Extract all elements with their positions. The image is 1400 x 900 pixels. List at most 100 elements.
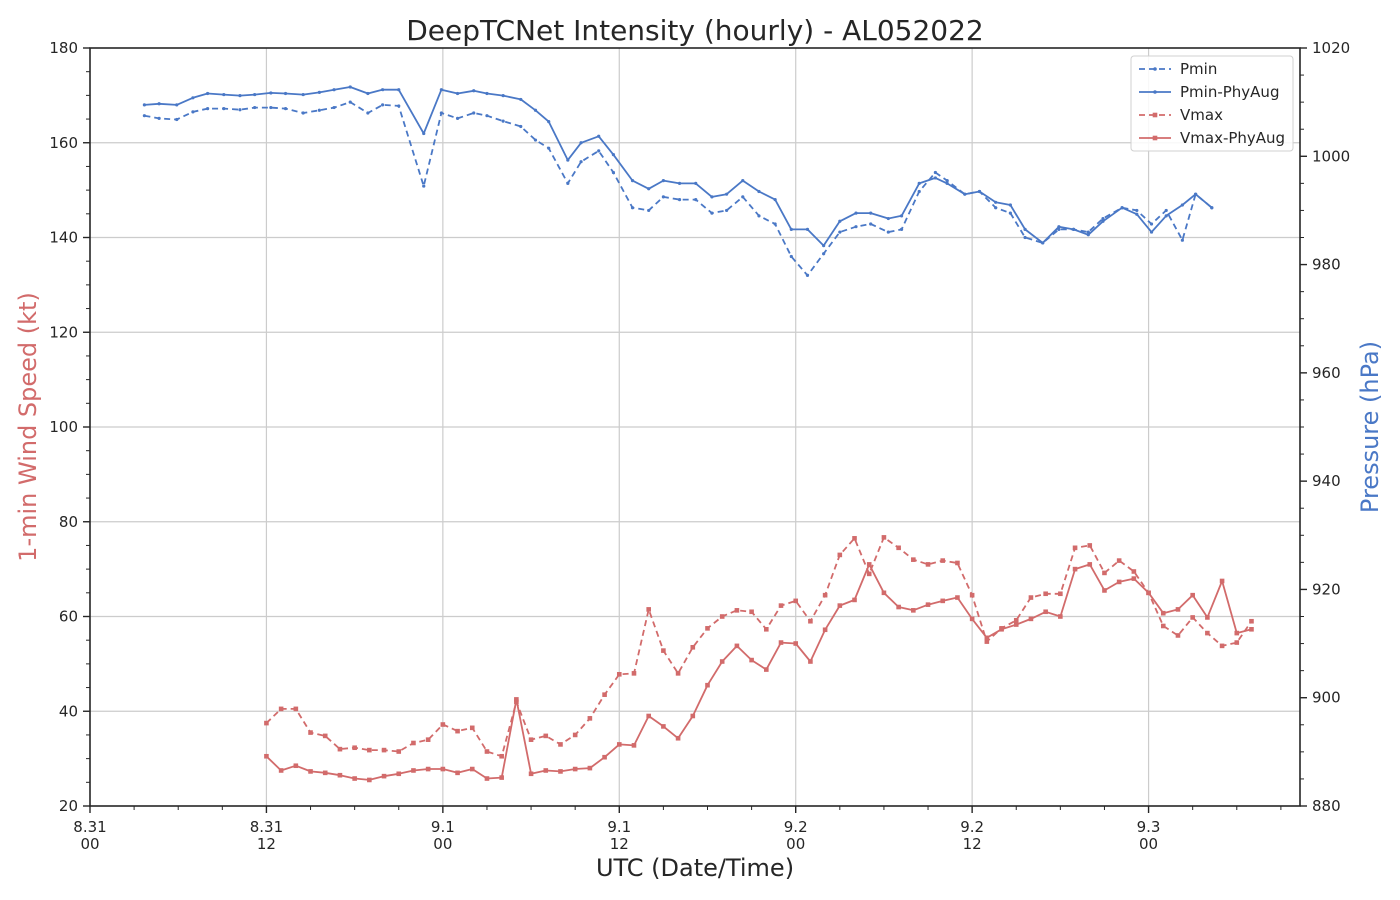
pmin-point <box>397 104 401 108</box>
right-tick-label: 980 <box>1312 256 1341 274</box>
x-tick-date-label: 9.1 <box>431 818 455 836</box>
vmax-point <box>955 560 960 566</box>
legend-marker-vmax-phyaug <box>1152 135 1158 141</box>
x-tick-hour-label: 00 <box>1139 835 1158 853</box>
pmin-phyaug-point <box>422 131 426 136</box>
vmax-point <box>1234 640 1240 645</box>
right-tick-label: 1020 <box>1312 39 1350 57</box>
vmax-phyaug-point <box>631 743 637 748</box>
vmax-phyaug-point <box>469 766 475 772</box>
vmax-point <box>587 716 593 721</box>
vmax-point <box>411 740 416 746</box>
vmax-phyaug-point <box>1205 615 1210 620</box>
pmin-phyaug-point <box>994 200 998 204</box>
pmin-point <box>422 184 426 188</box>
vmax-phyaug-point <box>764 667 769 672</box>
vmax-phyaug-point <box>543 768 549 773</box>
pmin-point <box>1023 235 1027 240</box>
pmin-point <box>630 206 635 210</box>
vmax-point <box>911 557 916 562</box>
vmax-phyaug-point <box>1013 622 1019 627</box>
pmin-point <box>253 105 257 110</box>
vmax-point <box>1160 623 1166 629</box>
left-y-axis: 20 40 60 80 100 120 140 160 180 <box>49 39 90 815</box>
vmax-point <box>616 671 622 677</box>
pmin-phyaug-point <box>579 141 583 145</box>
vmax-point <box>499 753 504 759</box>
pmin-phyaug-point <box>773 198 777 202</box>
legend-marker-pmin <box>1153 67 1157 71</box>
pmin-phyaug-point <box>886 216 890 221</box>
pmin-phyaug-point <box>191 96 195 100</box>
vmax-phyaug-point <box>440 766 446 772</box>
vmax-phyaug-point <box>661 724 666 729</box>
pmin-phyaug-line <box>144 86 1213 247</box>
pmin-point <box>455 116 460 120</box>
pmin-point <box>773 222 777 226</box>
pmin-point <box>317 108 321 112</box>
pmin-phyaug-point <box>597 134 601 138</box>
vmax-phyaug-point <box>881 590 887 596</box>
vmax-phyaug-point <box>1175 607 1181 612</box>
vmax-point <box>455 728 460 734</box>
right-y-axis-label: Pressure (hPa) <box>1356 341 1384 513</box>
vmax-phyaug-point <box>264 753 269 759</box>
pmin-phyaug-point <box>1071 227 1076 231</box>
vmax-phyaug-point <box>1131 576 1137 581</box>
vmax-point <box>1058 591 1063 597</box>
pmin-phyaug-point <box>1120 206 1124 210</box>
vmax-phyaug-point <box>646 713 651 719</box>
vmax-point <box>749 609 754 615</box>
pmin-phyaug-point <box>661 179 665 183</box>
vmax-point <box>1219 643 1225 649</box>
left-y-axis-label: 1-min Wind Speed (kt) <box>14 292 42 562</box>
pmin-phyaug-point <box>332 88 336 92</box>
vmax-phyaug-point <box>896 604 901 610</box>
pmin-point <box>886 230 890 234</box>
legend: Pmin Pmin-PhyAug Vmax Vmax-PhyAug <box>1130 55 1294 152</box>
left-tick-label: 120 <box>49 323 78 341</box>
vmax-series <box>264 535 1254 759</box>
vmax-phyaug-point <box>719 659 725 664</box>
vmax-point <box>558 742 563 747</box>
pmin-point <box>332 105 336 110</box>
vmax-point <box>293 706 299 712</box>
vmax-phyaug-point <box>734 643 740 649</box>
pmin-phyaug-point <box>501 94 505 98</box>
pmin-phyaug-point <box>694 181 698 185</box>
pmin-phyaug-point <box>805 227 810 231</box>
pmin-phyaug-point <box>301 92 305 97</box>
x-tick-hour-label: 12 <box>610 835 629 853</box>
vmax-phyaug-point <box>822 627 828 633</box>
pmin-phyaug-point <box>917 181 921 185</box>
pmin-point <box>869 222 873 226</box>
pmin-phyaug-point <box>472 89 476 93</box>
vmax-point <box>734 608 740 613</box>
vmax-phyaug-point <box>514 697 519 702</box>
pmin-phyaug-point <box>380 88 385 92</box>
vmax-point <box>969 592 975 598</box>
legend-label-pmin: Pmin <box>1180 60 1217 78</box>
pmin-phyaug-point <box>710 195 714 199</box>
left-tick-label: 80 <box>59 513 78 531</box>
vmax-point <box>1175 633 1181 638</box>
legend-label-vmax-phyaug: Vmax-PhyAug <box>1180 129 1285 147</box>
left-tick-label: 180 <box>49 39 78 57</box>
vmax-point <box>1072 545 1078 551</box>
left-tick-label: 160 <box>49 134 78 152</box>
pmin-point <box>899 227 904 231</box>
x-tick-hour-label: 00 <box>80 835 99 853</box>
vmax-point <box>1043 591 1048 597</box>
vmax-point <box>808 618 813 624</box>
pmin-phyaug-point <box>519 97 523 102</box>
vmax-point <box>925 562 931 567</box>
vmax-phyaug-point <box>602 754 607 760</box>
x-axis-label: UTC (Date/Time) <box>596 854 794 882</box>
left-tick-label: 40 <box>59 702 78 720</box>
x-tick-date-label: 9.2 <box>960 818 984 836</box>
x-tick-date-label: 9.1 <box>607 818 631 836</box>
vmax-phyaug-point <box>367 777 372 783</box>
vmax-phyaug-point <box>278 768 284 773</box>
vmax-point <box>337 746 343 752</box>
